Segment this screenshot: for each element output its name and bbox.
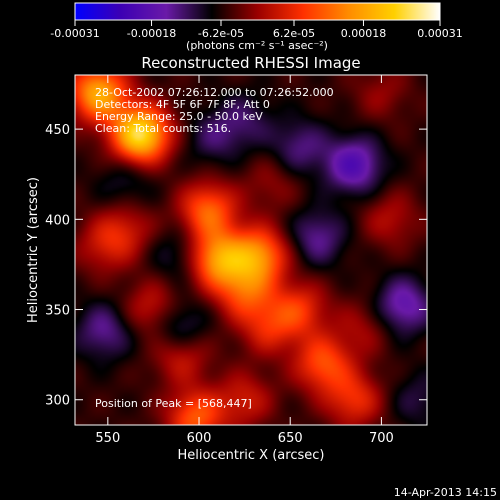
y-tick-label: 450 <box>45 123 70 138</box>
colorbar-tick-label: -0.00018 <box>127 27 176 40</box>
heatmap-image <box>75 75 427 425</box>
x-tick-label: 700 <box>369 431 394 446</box>
y-tick-label: 400 <box>45 213 70 228</box>
colorbar-ticks: -0.00031 -0.00018 -6.2e-05 6.2e-05 0.00018 0.… <box>50 20 463 40</box>
chart-title: Reconstructed RHESSI Image <box>141 54 360 72</box>
x-tick-label: 550 <box>95 431 120 446</box>
y-axis-ticks: 300 350 400 450 <box>45 123 427 409</box>
x-tick-label: 600 <box>187 431 212 446</box>
x-axis-ticks: 550 600 650 700 <box>95 75 394 446</box>
peak-position-label: Position of Peak = [568,447] <box>95 397 252 410</box>
colorbar: -0.00031 -0.00018 -6.2e-05 6.2e-05 0.00018 0.… <box>50 2 463 52</box>
annotation-energy-range: Energy Range: 25.0 - 50.0 keV <box>95 110 263 123</box>
annotation-clean-counts: Clean: Total counts: 516. <box>95 122 231 135</box>
x-axis-label: Heliocentric X (arcsec) <box>178 448 325 463</box>
colorbar-strip <box>74 2 441 21</box>
colorbar-tick-label: 0.00031 <box>417 27 463 40</box>
plot-frame <box>74 74 428 426</box>
heatmap-area: 550 600 650 700 300 350 400 450 <box>45 74 428 446</box>
colorbar-tick-label: 6.2e-05 <box>273 27 315 40</box>
colorbar-tick-label: 0.00018 <box>341 27 387 40</box>
plot-annotations: 28-Oct-2002 07:26:12.000 to 07:26:52.000… <box>95 86 334 410</box>
colorbar-units: (photons cm⁻² s⁻¹ asec⁻²) <box>186 39 328 52</box>
colorbar-tick-label: -0.00031 <box>50 27 99 40</box>
y-tick-label: 350 <box>45 304 70 319</box>
y-axis-label: Heliocentric Y (arcsec) <box>26 177 41 323</box>
x-tick-label: 650 <box>278 431 303 446</box>
colorbar-tick-label: -6.2e-05 <box>198 27 244 40</box>
annotation-time-range: 28-Oct-2002 07:26:12.000 to 07:26:52.000 <box>95 86 334 99</box>
annotation-detectors: Detectors: 4F 5F 6F 7F 8F, Att 0 <box>95 98 270 111</box>
generated-timestamp: 14-Apr-2013 14:15 <box>394 486 497 499</box>
y-tick-label: 300 <box>45 394 70 409</box>
